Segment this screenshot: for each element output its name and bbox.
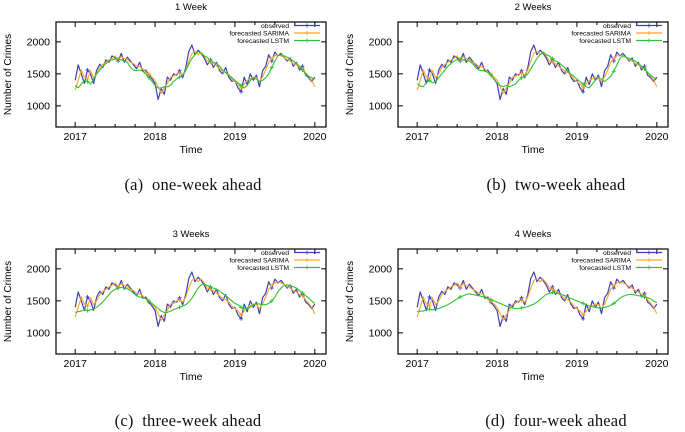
x-axis-label: Time xyxy=(522,144,545,156)
y-tick-label: 2000 xyxy=(27,263,51,275)
subplot-one-week: 1 Week Number of Crimes Time 2017 2018 2019 20… xyxy=(0,0,343,205)
subplot-caption-a: (a) one-week ahead xyxy=(124,175,262,194)
legend-point-marker xyxy=(305,258,309,262)
legend-point-marker xyxy=(647,265,651,270)
x-tick-label: 2019 xyxy=(565,358,589,370)
y-tick-label: 2000 xyxy=(369,36,393,48)
series-line-observed xyxy=(416,44,658,101)
chart-two-week: 2 Weeks Number of Crimes Time 2017 2018 2019 2… xyxy=(345,2,669,156)
subplot-four-week: 4 Weeks Number of Crimes Time 2017 2018 2019 2… xyxy=(342,227,685,432)
chart-title: 2 Weeks xyxy=(515,2,552,13)
y-tick-label: 1500 xyxy=(369,295,393,307)
series-line-lstm xyxy=(417,291,658,313)
legend-point-marker xyxy=(647,23,651,28)
y-tick-label: 1000 xyxy=(27,100,51,112)
y-tick-label: 1500 xyxy=(369,68,393,80)
y-tick-label: 1000 xyxy=(369,327,393,339)
legend-label: observed xyxy=(261,250,289,257)
chart-four-week: 4 Weeks Number of Crimes Time 2017 2018 2019 2… xyxy=(345,229,669,383)
series-line-lstm xyxy=(74,50,316,89)
series-line-sarima xyxy=(74,50,316,94)
series-line-observed xyxy=(74,44,316,101)
legend-label: observed xyxy=(603,23,631,30)
x-tick-label: 2017 xyxy=(63,131,87,143)
legend-label: forecasted SARIMA xyxy=(571,258,631,265)
legend-point-marker xyxy=(305,23,309,28)
chart-title: 4 Weeks xyxy=(515,229,552,240)
series-line-observed xyxy=(416,271,658,328)
plot-border xyxy=(397,248,669,355)
legend-label: observed xyxy=(603,250,631,257)
series-line-sarima xyxy=(416,50,658,94)
x-tick-label: 2017 xyxy=(405,131,429,143)
x-axis-label: Time xyxy=(180,371,203,383)
y-axis-label: Number of Crimes xyxy=(345,261,356,342)
x-tick-label: 2019 xyxy=(223,131,247,143)
chart-title: 3 Weeks xyxy=(173,229,210,240)
legend-label: forecasted LSTM xyxy=(237,265,289,272)
y-axis-label: Number of Crimes xyxy=(3,34,14,115)
y-axis-label: Number of Crimes xyxy=(345,34,356,115)
legend-point-marker xyxy=(305,31,309,35)
y-axis-label: Number of Crimes xyxy=(3,261,14,342)
subplot-caption-c: (c) three-week ahead xyxy=(114,411,262,430)
subplot-caption-b: (b) two-week ahead xyxy=(486,175,626,194)
legend-label: forecasted LSTM xyxy=(237,38,289,45)
x-tick-label: 2020 xyxy=(303,358,327,370)
series-markers-lstm xyxy=(85,284,305,313)
legend-label: forecasted LSTM xyxy=(579,265,631,272)
y-tick-label: 1500 xyxy=(27,68,51,80)
legend-point-marker xyxy=(305,250,309,255)
series-markers-observed xyxy=(85,57,305,94)
series-markers-lstm xyxy=(427,56,647,87)
legend-label: forecasted SARIMA xyxy=(229,258,289,265)
x-tick-label: 2020 xyxy=(645,131,669,143)
y-tick-label: 1000 xyxy=(369,100,393,112)
legend-point-marker xyxy=(647,38,651,43)
chart-title: 1 Week xyxy=(175,2,207,13)
subplot-two-week: 2 Weeks Number of Crimes Time 2017 2018 2019 2… xyxy=(342,0,685,205)
x-tick-label: 2018 xyxy=(143,131,167,143)
x-tick-label: 2019 xyxy=(565,131,589,143)
legend-point-marker xyxy=(647,250,651,255)
legend-point-marker xyxy=(305,38,309,43)
y-tick-label: 2000 xyxy=(369,263,393,275)
series-line-sarima xyxy=(74,277,316,321)
subplot-caption-d: (d) four-week ahead xyxy=(485,411,627,430)
legend-label: observed xyxy=(261,23,289,30)
x-tick-label: 2020 xyxy=(303,131,327,143)
chart-three-week: 3 Weeks Number of Crimes Time 2017 2018 2019 2… xyxy=(3,229,327,383)
y-tick-label: 1500 xyxy=(27,295,51,307)
series-line-lstm xyxy=(416,51,658,89)
x-tick-label: 2019 xyxy=(223,358,247,370)
legend-point-marker xyxy=(647,31,651,35)
plot-border xyxy=(397,21,669,128)
plot-border xyxy=(55,248,327,355)
legend-label: forecasted SARIMA xyxy=(571,31,631,38)
chart-one-week: 1 Week Number of Crimes Time 2017 2018 2019 20… xyxy=(3,2,327,156)
subplot-three-week: 3 Weeks Number of Crimes Time 2017 2018 2019 2… xyxy=(0,227,343,432)
legend-point-marker xyxy=(305,265,309,270)
legend-point-marker xyxy=(647,258,651,262)
x-axis-label: Time xyxy=(180,144,203,156)
series-line-observed xyxy=(74,271,316,328)
series-markers-observed xyxy=(427,57,647,94)
series-line-sarima xyxy=(416,277,658,321)
legend-label: forecasted SARIMA xyxy=(229,31,289,38)
series-markers-lstm xyxy=(427,290,647,312)
x-axis-label: Time xyxy=(522,371,545,383)
x-tick-label: 2020 xyxy=(645,358,669,370)
x-tick-label: 2018 xyxy=(485,131,509,143)
y-tick-label: 2000 xyxy=(27,36,51,48)
x-tick-label: 2018 xyxy=(143,358,167,370)
plot-border xyxy=(55,21,327,128)
series-markers-lstm xyxy=(85,57,305,88)
x-tick-label: 2018 xyxy=(485,358,509,370)
x-tick-label: 2017 xyxy=(405,358,429,370)
x-tick-label: 2017 xyxy=(63,358,87,370)
series-line-lstm xyxy=(75,283,316,313)
y-tick-label: 1000 xyxy=(27,327,51,339)
legend-label: forecasted LSTM xyxy=(579,38,631,45)
